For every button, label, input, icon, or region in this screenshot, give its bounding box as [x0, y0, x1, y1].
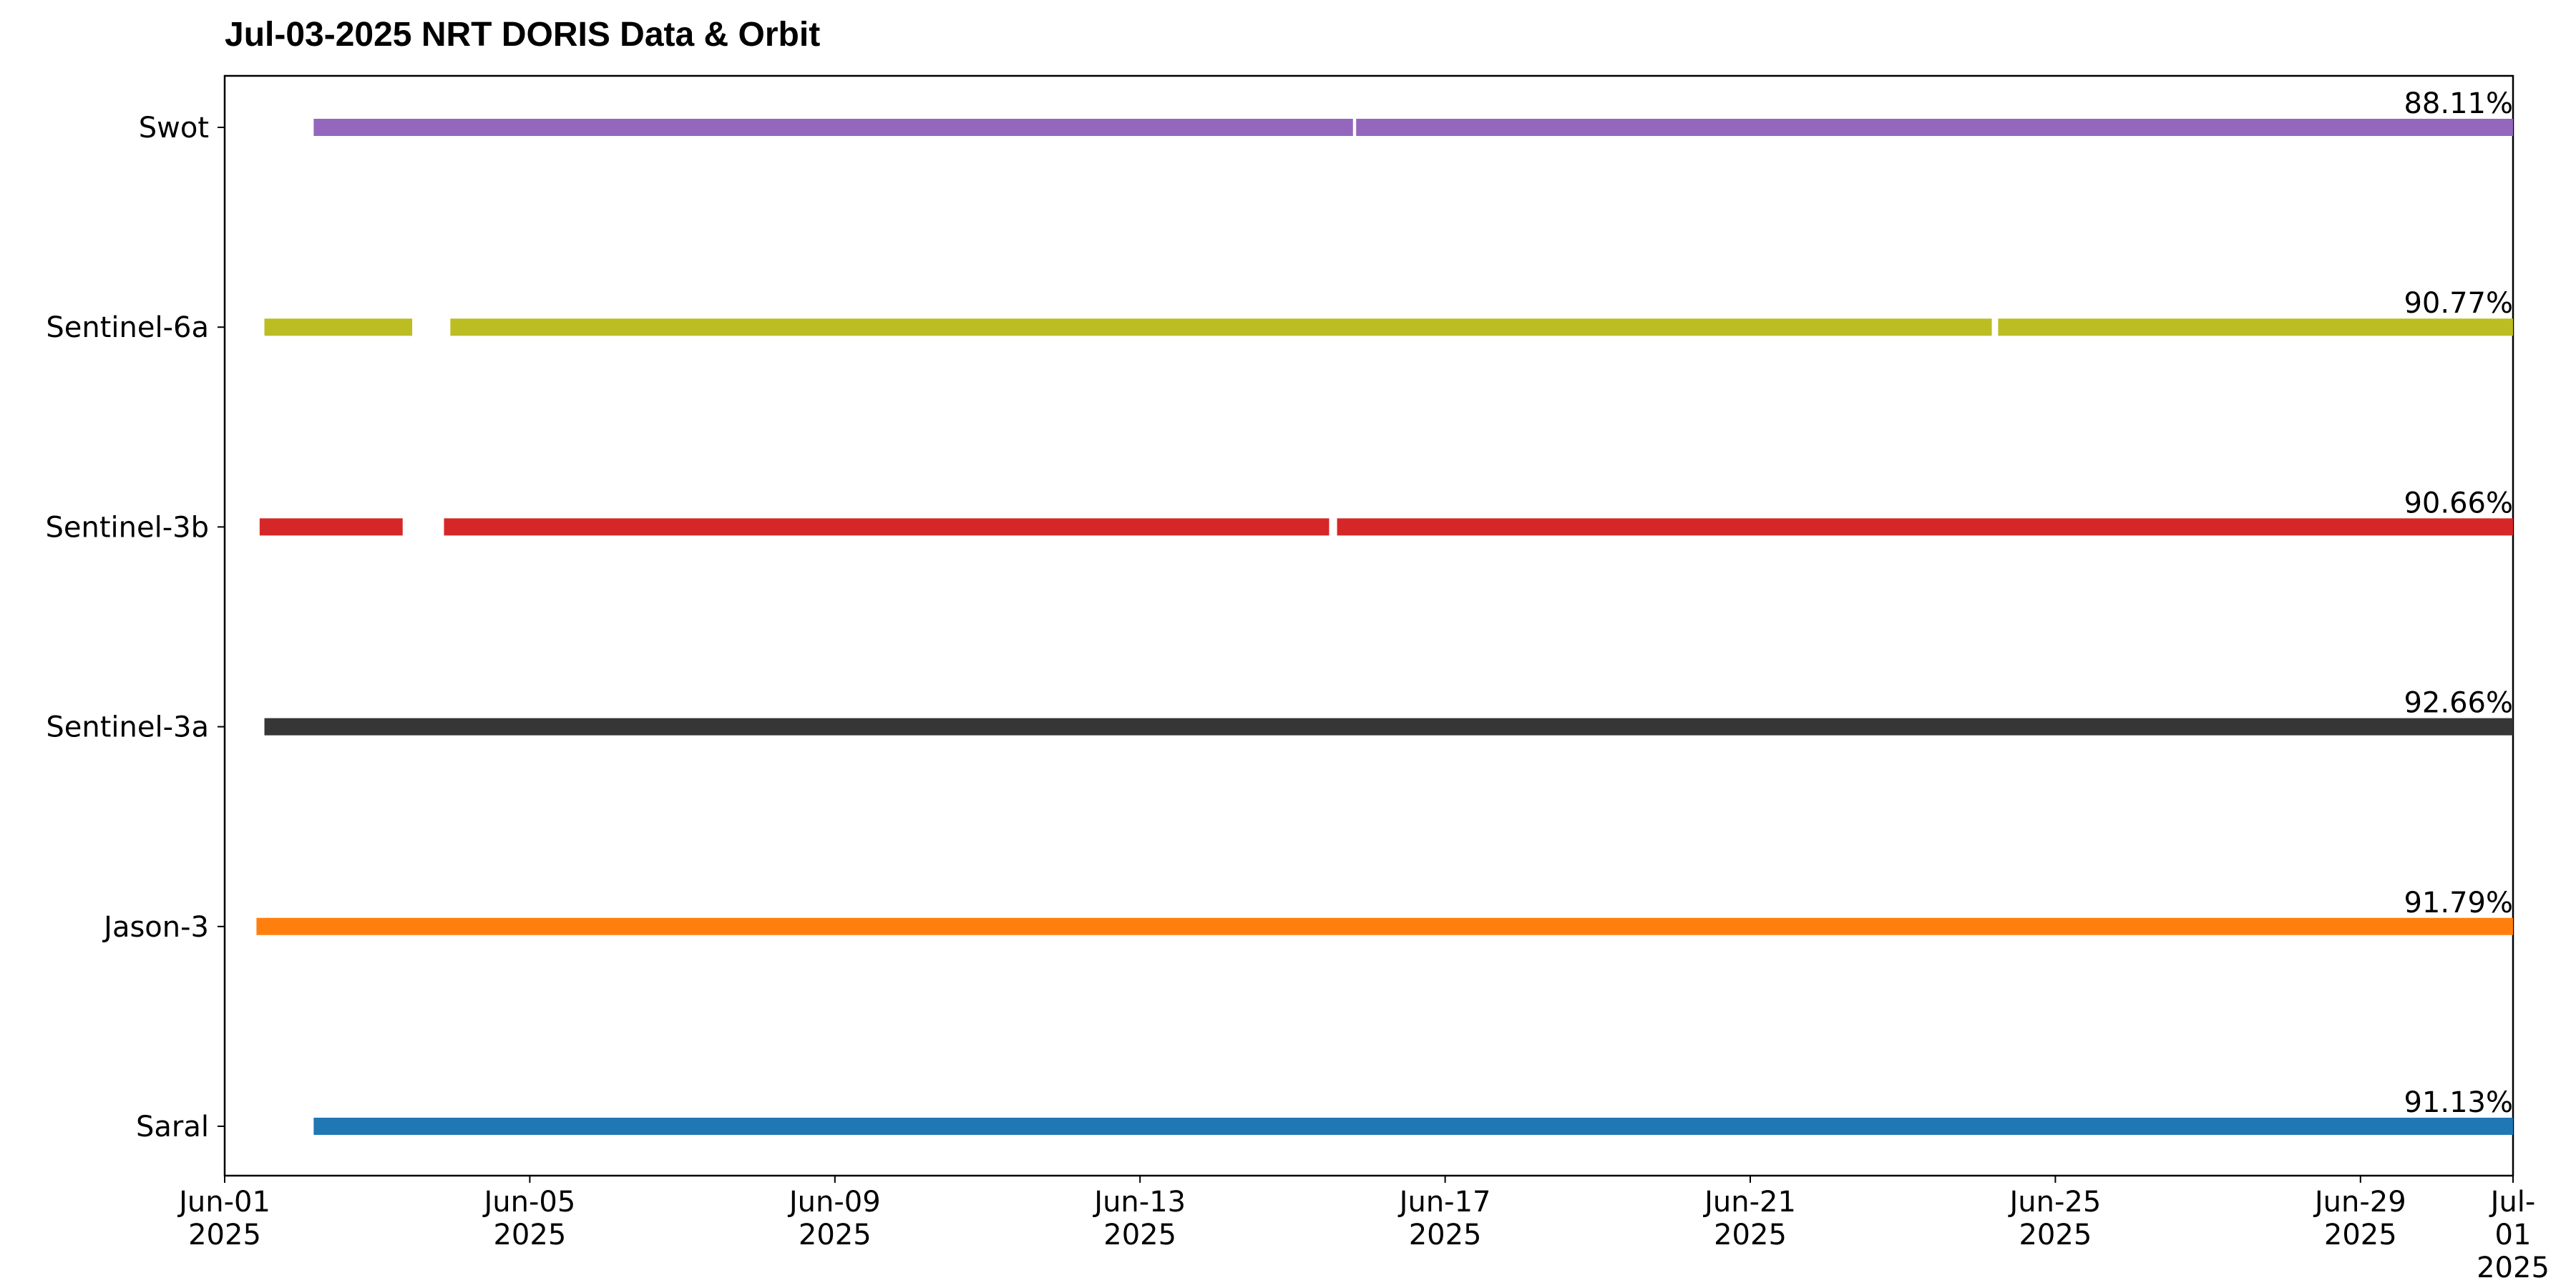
y-tick-label: Sentinel-3b: [46, 511, 210, 544]
x-tick-label: Jun-21 2025: [1704, 1186, 1796, 1252]
y-tick-label: Sentinel-3a: [46, 711, 209, 744]
y-tick-label: Swot: [139, 112, 209, 145]
x-tick-label: Jun-13 2025: [1094, 1186, 1186, 1252]
x-tick-label: Jun-29 2025: [2314, 1186, 2406, 1252]
coverage-percent: 90.77%: [2404, 287, 2513, 320]
x-tick-label: Jun-17 2025: [1399, 1186, 1491, 1252]
coverage-percent: 91.79%: [2404, 887, 2513, 919]
y-tick-label: Sentinel-6a: [46, 311, 209, 344]
coverage-percent: 92.66%: [2404, 687, 2513, 720]
coverage-percent: 90.66%: [2404, 487, 2513, 519]
y-tick-label: Jason-3: [102, 911, 209, 944]
coverage-percent: 91.13%: [2404, 1086, 2513, 1119]
plot-frame: [223, 74, 2514, 1177]
x-tick-label: Jun-25 2025: [2009, 1186, 2102, 1252]
chart-title: Jul-03-2025 NRT DORIS Data & Orbit: [225, 16, 820, 54]
coverage-percent: 88.11%: [2404, 87, 2513, 120]
x-tick-label: Jun-01 2025: [179, 1186, 270, 1252]
x-tick-label: Jun-05 2025: [484, 1186, 576, 1252]
x-tick-label: Jun-09 2025: [789, 1186, 881, 1252]
x-tick-label: Jul-01 2025: [2477, 1186, 2550, 1284]
y-tick-label: Saral: [136, 1111, 209, 1143]
